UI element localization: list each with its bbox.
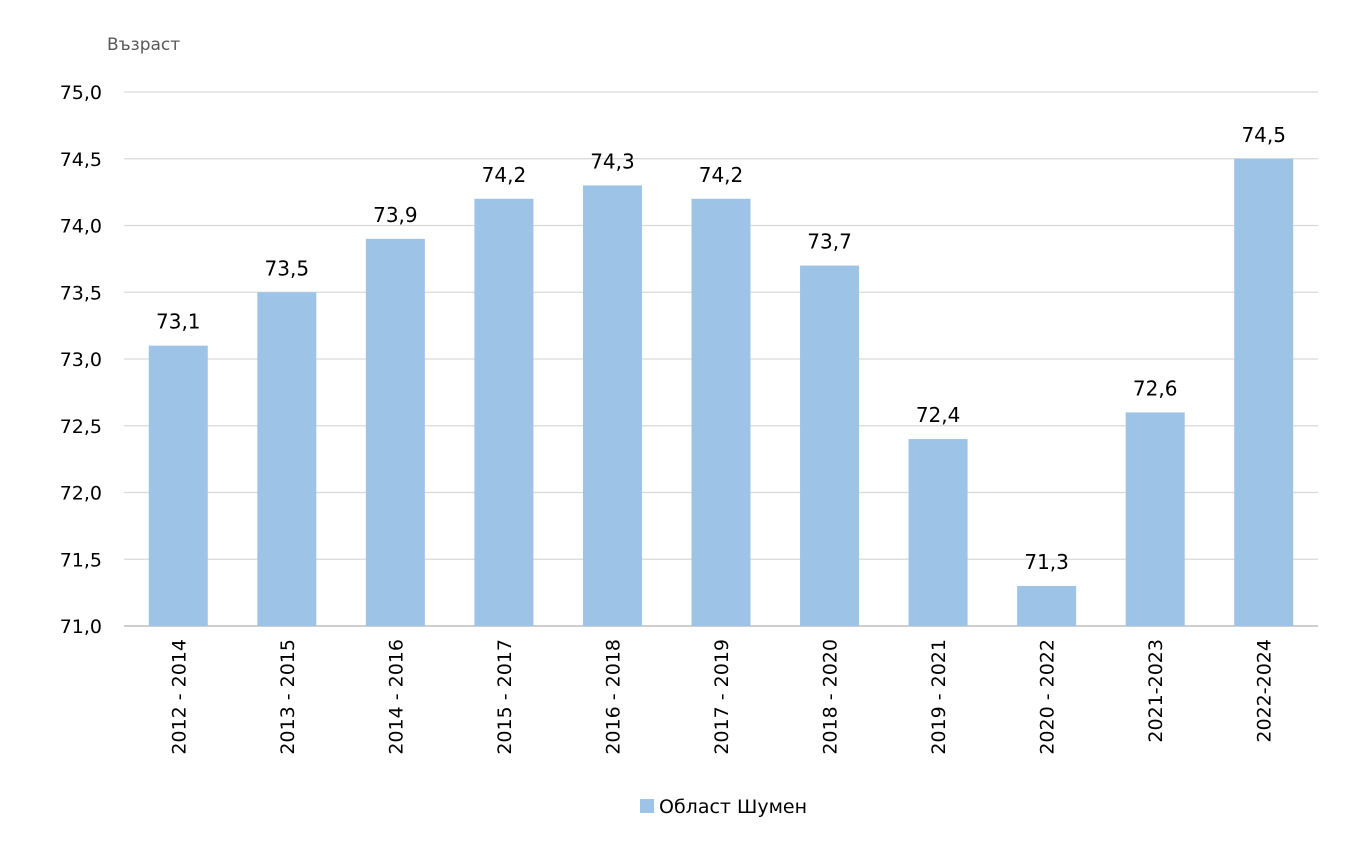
data-label: 73,9 — [373, 203, 418, 227]
bar — [691, 198, 751, 627]
x-tick-label: 2014 - 2016 — [385, 639, 407, 755]
bar — [1234, 158, 1294, 626]
y-axis-ticks: 71,0 71,5 72,0 72,5 73,0 73,5 74,0 74,5 75,0 — [60, 82, 102, 638]
legend-label: Област Шумен — [659, 796, 807, 818]
legend: Област Шумен — [640, 796, 807, 818]
x-tick-label: 2019 - 2021 — [928, 639, 950, 755]
x-tick-label: 2016 - 2018 — [602, 639, 624, 755]
x-tick-label: 2013 - 2015 — [277, 639, 299, 755]
bars — [148, 158, 1294, 627]
bar — [908, 439, 968, 626]
x-tick-label: 2015 - 2017 — [494, 639, 516, 755]
y-tick-label: 73,0 — [60, 349, 102, 371]
y-axis-unit-label: Възраст — [107, 35, 180, 55]
bar — [1017, 585, 1077, 626]
bar — [582, 185, 642, 626]
bar — [257, 292, 317, 626]
x-tick-label: 2022-2024 — [1254, 639, 1276, 743]
legend-swatch — [640, 799, 654, 813]
x-tick-label: 2017 - 2019 — [711, 639, 733, 755]
bar — [365, 238, 425, 626]
x-tick-label: 2018 - 2020 — [820, 639, 842, 755]
bar — [1125, 412, 1185, 626]
x-tick-label: 2012 - 2014 — [168, 639, 190, 755]
data-label: 72,6 — [1133, 376, 1178, 400]
y-tick-label: 74,0 — [60, 216, 102, 238]
y-tick-label: 71,5 — [60, 549, 102, 571]
y-tick-label: 74,5 — [60, 149, 102, 171]
y-tick-label: 75,0 — [60, 82, 102, 104]
x-axis-ticks: 2012 - 2014 2013 - 2015 2014 - 2016 2015 - … — [168, 639, 1275, 755]
data-label: 74,2 — [482, 163, 527, 187]
data-label: 74,5 — [1241, 123, 1286, 147]
y-tick-label: 73,5 — [60, 282, 102, 304]
data-label: 73,5 — [265, 256, 310, 280]
bar — [474, 198, 534, 627]
x-tick-label: 2020 - 2022 — [1037, 639, 1059, 755]
y-tick-label: 71,0 — [60, 616, 102, 638]
data-label: 74,3 — [590, 149, 635, 173]
x-tick-label: 2021-2023 — [1145, 639, 1167, 743]
y-tick-label: 72,0 — [60, 483, 102, 505]
bar — [148, 345, 208, 626]
data-label: 71,3 — [1024, 550, 1069, 574]
y-tick-label: 72,5 — [60, 416, 102, 438]
data-labels: 73,1 73,5 73,9 74,2 74,3 74,2 73,7 72,4 71,3 72,6… — [156, 123, 1286, 574]
data-label: 73,7 — [807, 230, 852, 254]
data-label: 72,4 — [916, 403, 961, 427]
data-label: 73,1 — [156, 310, 201, 334]
bar — [800, 265, 860, 626]
data-label: 74,2 — [699, 163, 744, 187]
